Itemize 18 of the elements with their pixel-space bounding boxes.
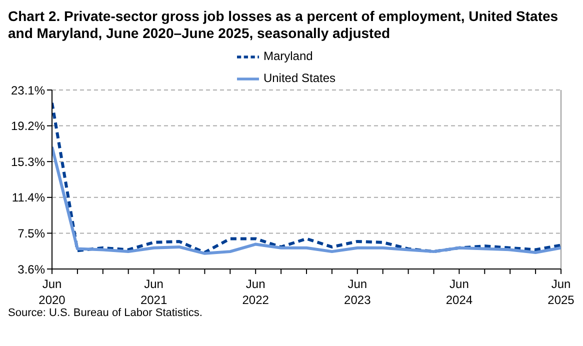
- x-tick-label: Jun 2022: [242, 277, 270, 307]
- y-tick-label: 3.6%: [18, 262, 46, 276]
- x-tick-label: Jun 2021: [140, 277, 168, 307]
- line-series: [52, 145, 561, 255]
- y-tick-label: 23.1%: [10, 83, 46, 98]
- y-tick-label: 15.3%: [10, 154, 46, 169]
- x-tick-label: Jun 2020: [38, 277, 66, 307]
- source-note: Source: U.S. Bureau of Labor Statistics.: [8, 307, 204, 319]
- legend-label: Maryland: [263, 49, 313, 64]
- x-tick-label: Jun 2023: [344, 277, 372, 307]
- y-tick-label: 7.5%: [18, 226, 46, 240]
- line-series: [52, 101, 561, 254]
- chart-title: Chart 2. Private-sector gross job losses as a percent of employment, United States and Maryland, June 2020–June 2025, seasonally adjusted: [8, 8, 560, 42]
- y-tick-label: 19.2%: [10, 119, 46, 134]
- x-tick-label: Jun 2025: [548, 277, 575, 307]
- x-tick-label: Jun 2024: [446, 277, 473, 307]
- y-tick-label: 11.4%: [12, 190, 46, 205]
- legend-label: United States: [263, 71, 336, 86]
